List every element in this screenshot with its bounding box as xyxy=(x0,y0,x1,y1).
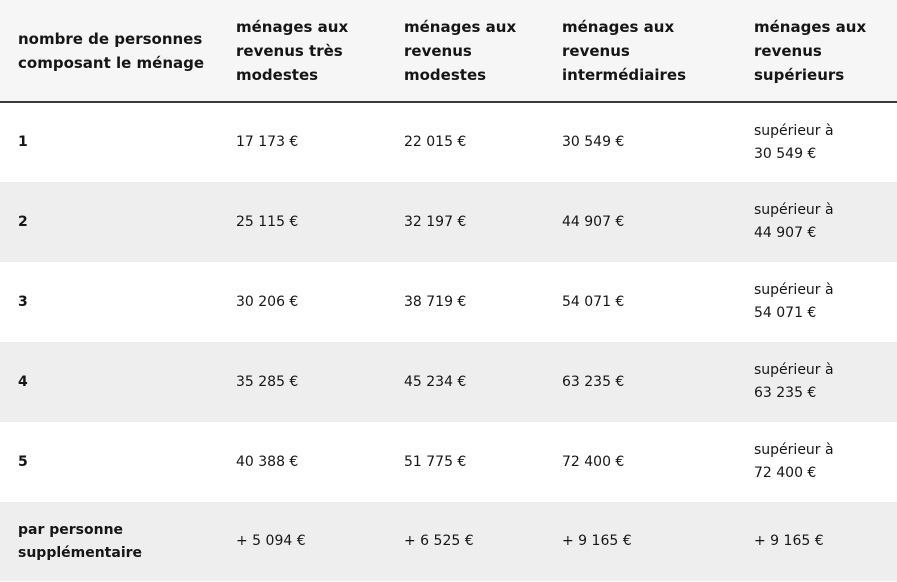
very-modest-cell: + 5 094 € xyxy=(236,533,306,549)
intermediate-cell: 63 235 € xyxy=(562,373,625,390)
very-modest-cell: 40 388 € xyxy=(236,453,299,470)
modest-cell: 22 015 € xyxy=(404,134,467,150)
table-row: 5 40 388 € 51 775 € 72 400 € supérieur à… xyxy=(0,422,897,502)
higher-prefix: supérieur à xyxy=(754,282,834,298)
higher-value: 44 907 € xyxy=(754,225,817,241)
modest-cell: 51 775 € xyxy=(404,453,467,470)
header-modest-income: ménages aux revenus modestes xyxy=(386,0,544,103)
header-household-size: nombre de personnes composant le ménage xyxy=(0,0,218,103)
intermediate-cell: 72 400 € xyxy=(562,453,625,470)
household-size-cell: 4 xyxy=(18,373,28,390)
header-intermediate-income: ménages aux revenus intermédiaires xyxy=(544,0,736,103)
higher-prefix: supérieur à xyxy=(754,122,834,139)
higher-cell: supérieur à 54 071 € xyxy=(736,262,897,342)
very-modest-cell: 30 206 € xyxy=(236,293,299,310)
header-very-modest-income: ménages aux revenus très modestes xyxy=(218,0,386,103)
higher-cell: + 9 165 € xyxy=(754,533,824,549)
household-size-cell: 1 xyxy=(18,134,28,150)
higher-value: 54 071 € xyxy=(754,305,817,321)
household-size-cell: 3 xyxy=(18,293,28,310)
higher-prefix: supérieur à xyxy=(754,202,834,218)
higher-cell: supérieur à 30 549 € xyxy=(736,102,897,182)
higher-cell: supérieur à 72 400 € xyxy=(736,422,897,502)
modest-cell: 45 234 € xyxy=(404,373,467,390)
higher-cell: supérieur à 63 235 € xyxy=(736,342,897,422)
higher-value: 72 400 € xyxy=(754,465,817,481)
modest-cell: + 6 525 € xyxy=(404,533,474,549)
intermediate-cell: 54 071 € xyxy=(562,293,625,310)
header-row: nombre de personnes composant le ménage … xyxy=(0,0,897,103)
intermediate-cell: 30 549 € xyxy=(562,134,625,150)
intermediate-cell: + 9 165 € xyxy=(562,533,632,549)
modest-cell: 32 197 € xyxy=(404,213,467,230)
household-size-cell: 2 xyxy=(18,213,28,230)
very-modest-cell: 25 115 € xyxy=(236,213,299,230)
table-body: 1 17 173 € 22 015 € 30 549 € supérieur à… xyxy=(0,102,897,581)
higher-value: 30 549 € xyxy=(754,145,817,162)
higher-prefix: supérieur à xyxy=(754,362,834,378)
modest-cell: 38 719 € xyxy=(404,293,467,310)
table-row: 1 17 173 € 22 015 € 30 549 € supérieur à… xyxy=(0,102,897,182)
higher-cell: supérieur à 44 907 € xyxy=(736,182,897,262)
extra-person-label: par personne supplémentaire xyxy=(18,521,143,561)
table-row: 2 25 115 € 32 197 € 44 907 € supérieur à… xyxy=(0,182,897,262)
higher-prefix: supérieur à xyxy=(754,442,834,458)
table-row: 4 35 285 € 45 234 € 63 235 € supérieur à… xyxy=(0,342,897,422)
intermediate-cell: 44 907 € xyxy=(562,213,625,230)
very-modest-cell: 35 285 € xyxy=(236,373,299,390)
very-modest-cell: 17 173 € xyxy=(236,134,299,150)
table-row-extra-person: par personne supplémentaire + 5 094 € + … xyxy=(0,502,897,581)
household-size-cell: 5 xyxy=(18,453,28,470)
table-row: 3 30 206 € 38 719 € 54 071 € supérieur à… xyxy=(0,262,897,342)
table-header: nombre de personnes composant le ménage … xyxy=(0,0,897,103)
higher-value: 63 235 € xyxy=(754,385,817,401)
header-higher-income: ménages aux revenus supérieurs xyxy=(736,0,897,103)
